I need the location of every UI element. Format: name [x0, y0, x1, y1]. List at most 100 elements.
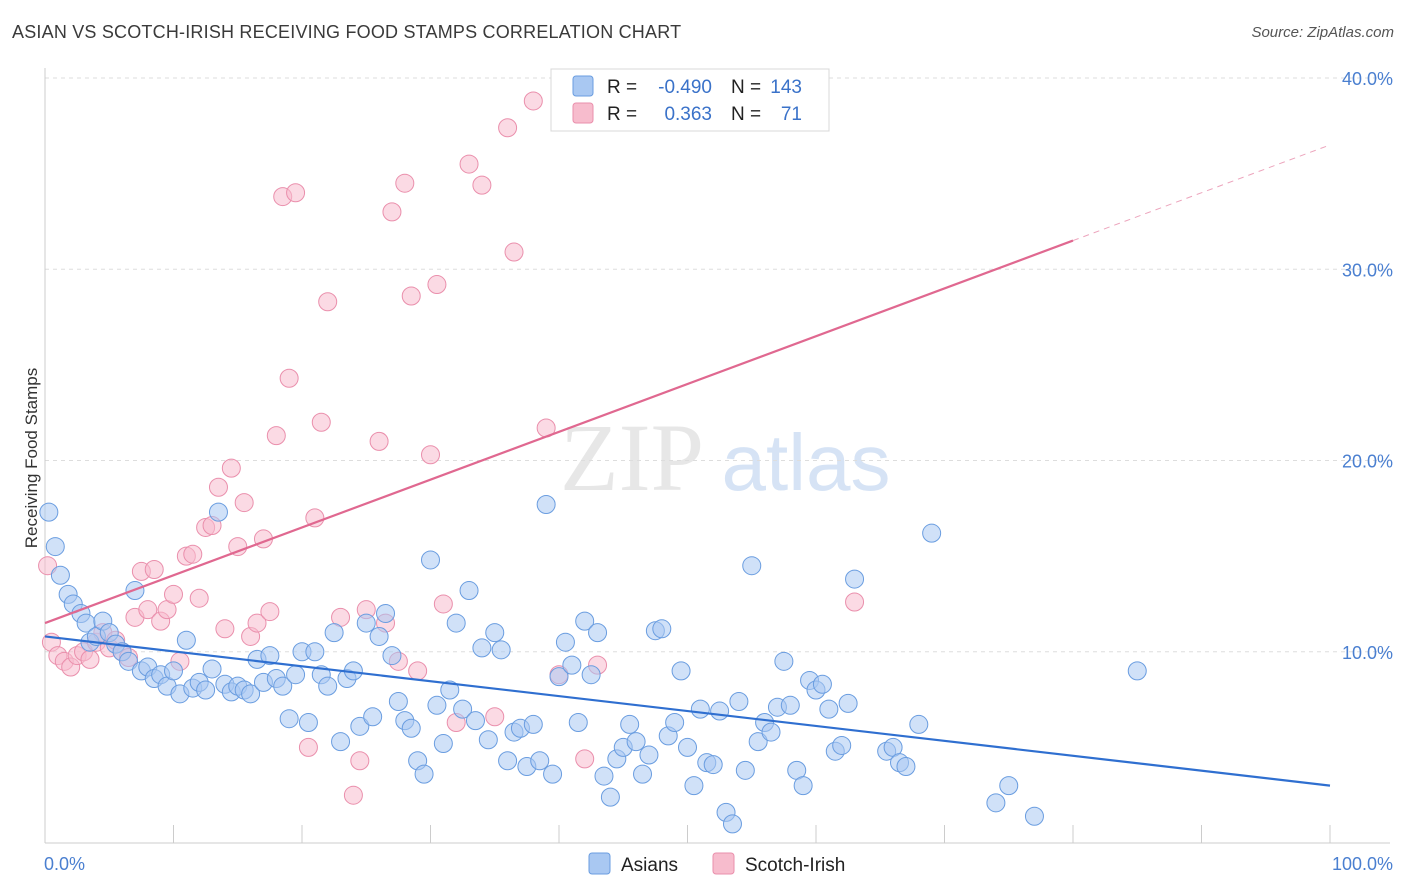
asians-point — [999, 776, 1019, 796]
watermark-atlas: atlas — [722, 418, 891, 507]
scotch-irish-point — [208, 477, 228, 497]
asians-point — [735, 760, 755, 780]
scotch-irish-point — [343, 785, 363, 805]
asians-point — [208, 502, 228, 522]
asians-point — [164, 661, 183, 681]
asians-point — [774, 651, 794, 671]
asians-point — [331, 732, 351, 752]
asians-point — [729, 691, 749, 711]
bottom-legend-swatch-scotch-irish — [712, 852, 735, 875]
scotch-irish-trend-extension — [1072, 144, 1331, 242]
asians-point — [543, 764, 563, 784]
legend-n-label-scotch-irish: N = — [731, 104, 761, 125]
asians-point — [922, 523, 942, 543]
bottom-legend-label-asians: Asians — [621, 855, 678, 876]
asians-point — [838, 693, 858, 713]
asians-point — [298, 713, 318, 733]
asians-point — [742, 556, 762, 576]
asians-point — [202, 659, 222, 679]
asians-points — [39, 494, 1147, 834]
asians-point — [780, 695, 800, 715]
y-tick-label: 10.0% — [1342, 643, 1393, 663]
asians-point — [318, 676, 338, 696]
scotch-irish-point — [498, 118, 518, 138]
asians-point — [1127, 661, 1147, 681]
asians-point — [832, 735, 852, 755]
asians-point — [472, 638, 492, 658]
trend-lines — [44, 144, 1331, 787]
asians-point — [793, 776, 813, 796]
bottom-legend-swatch-asians — [588, 852, 611, 875]
asians-point — [761, 722, 781, 742]
scotch-irish-point — [247, 613, 267, 633]
scotch-irish-point — [286, 183, 306, 203]
scotch-irish-point — [266, 426, 286, 446]
asians-point — [498, 751, 518, 771]
asians-point — [536, 494, 556, 514]
asians-point — [50, 565, 70, 585]
asians-point — [491, 640, 511, 660]
asians-point — [305, 642, 325, 662]
scotch-irish-point — [845, 592, 865, 612]
asians-point — [909, 714, 929, 734]
scotch-irish-point — [183, 544, 203, 564]
asians-point — [633, 764, 653, 784]
axes — [44, 68, 1390, 844]
legend-swatch-asians — [572, 75, 594, 97]
scotch-irish-point — [421, 445, 440, 465]
scotch-irish-point — [221, 458, 241, 478]
asians-point — [549, 667, 569, 687]
asians-point — [39, 502, 59, 522]
asians-point — [620, 714, 640, 734]
scotch-irish-point — [189, 588, 209, 608]
asians-point — [581, 665, 601, 685]
asians-point — [575, 611, 595, 631]
scotch-irish-point — [401, 286, 421, 306]
x-tick-label: 100.0% — [1332, 854, 1393, 874]
asians-point — [1024, 806, 1044, 826]
y-tick-labels: 10.0% 20.0% 30.0% 40.0% — [1342, 69, 1393, 663]
legend-box — [550, 68, 830, 132]
bottom-legend: Asians Scotch-Irish — [588, 852, 845, 876]
scotch-irish-point — [575, 749, 595, 769]
scotch-irish-point — [144, 560, 164, 580]
asians-point — [594, 766, 614, 786]
asians-point — [453, 699, 473, 719]
legend-r-value-asians: -0.490 — [658, 77, 712, 98]
scotch-irish-point — [523, 91, 543, 111]
asians-point — [350, 716, 370, 736]
asians-point — [324, 623, 344, 643]
scotch-irish-point — [234, 493, 254, 513]
scotch-irish-point — [318, 292, 338, 312]
asians-point — [665, 713, 685, 733]
scotch-irish-point — [433, 594, 453, 614]
asians-point — [421, 550, 440, 570]
asians-point — [196, 680, 216, 700]
scotch-irish-point — [298, 737, 318, 757]
scotch-irish-point — [279, 368, 299, 388]
asians-point — [568, 713, 588, 733]
scotch-irish-point — [38, 556, 58, 576]
asians-point — [678, 737, 697, 757]
asians-point — [286, 665, 306, 685]
asians-point — [485, 623, 505, 643]
asians-point — [562, 655, 582, 675]
asians-point — [363, 707, 383, 727]
scotch-irish-point — [80, 649, 100, 669]
asians-point — [523, 714, 543, 734]
scotch-irish-point — [408, 661, 428, 681]
asians-point — [812, 674, 832, 694]
y-tick-label: 20.0% — [1342, 452, 1393, 472]
asians-point — [555, 632, 575, 652]
scotch-irish-point — [485, 707, 505, 727]
asians-point — [748, 732, 768, 752]
asians-point — [671, 661, 691, 681]
asians-point — [382, 646, 402, 666]
asians-point — [260, 646, 280, 666]
scotch-irish-point — [427, 275, 447, 295]
asians-point — [845, 569, 865, 589]
asians-point — [652, 619, 672, 639]
asians-point — [703, 755, 723, 775]
scotch-irish-point — [228, 537, 248, 557]
